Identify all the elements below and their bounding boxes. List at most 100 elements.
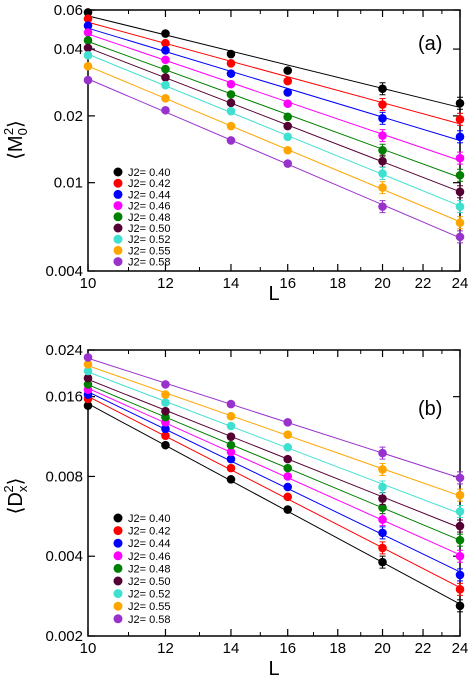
panel-a-lines xyxy=(87,15,461,239)
panel-a-data-point-8 xyxy=(455,232,465,242)
panel-b-legend-marker-6 xyxy=(113,589,123,599)
panel-a-ticks: 10 12 14 16 18 20 22 24 0.004 0.01 0.02 0.04 0.06 xyxy=(45,2,468,292)
panel-a-series-line-1 xyxy=(87,21,461,125)
panel-b-y-tick-label: 0.004 xyxy=(45,548,83,565)
panel-a-data-point-1 xyxy=(455,115,465,124)
panel-b-series-line-7 xyxy=(87,365,461,497)
panel-b-legend-marker-4 xyxy=(113,563,123,573)
panel-a-data-point-4 xyxy=(226,90,236,99)
panel-a-legend-label-6: J2= 0.52 xyxy=(128,234,171,246)
panel-b-data-point-6 xyxy=(226,421,236,431)
panel-b-x-tick-label: 22 xyxy=(415,640,432,657)
panel-b-lines xyxy=(87,357,461,605)
panel-b-data-point-1 xyxy=(161,431,170,440)
panel-a-y-axis-label-sup: 2 xyxy=(1,128,16,135)
panel-b-data-point-8 xyxy=(283,418,293,427)
panel-a-series-line-6 xyxy=(87,53,461,207)
panel-b-data-point-5 xyxy=(83,373,93,383)
panel-a-series-line-0 xyxy=(87,15,461,108)
panel-b-data-point-7 xyxy=(455,490,465,500)
panel-a-x-tick-label: 16 xyxy=(279,275,296,292)
panel-b-data-point-5 xyxy=(455,521,465,531)
panel-b-data-point-2 xyxy=(378,528,387,538)
panel-b-legend-label-3: J2= 0.46 xyxy=(128,551,171,563)
panel-b-series-line-2 xyxy=(87,391,461,573)
panel-b-data-point-7 xyxy=(283,430,293,439)
panel-a-data-point-5 xyxy=(83,43,93,53)
panel-a-y-axis-label: ⟨M02⟩ xyxy=(1,120,30,160)
panel-a-data-point-5 xyxy=(455,187,465,197)
panel-b-x-tick-label: 12 xyxy=(157,640,174,657)
panel-a-series-line-8 xyxy=(87,78,461,239)
panel-b-data-point-0 xyxy=(283,505,293,514)
panel-b-y-tick-label: 0.008 xyxy=(45,468,83,485)
panel-a-series-line-7 xyxy=(87,65,461,223)
panel-b-data-point-8 xyxy=(455,473,465,483)
panel-a-data-point-2 xyxy=(83,21,93,30)
panel-a-legend-marker-7 xyxy=(113,245,123,255)
panel-b-series-line-4 xyxy=(87,384,461,541)
panel-a: 10 12 14 16 18 20 22 24 0.004 0.01 0.02 0.04 0.06 J2… xyxy=(1,2,468,305)
panel-b-legend-label-6: J2= 0.52 xyxy=(128,589,171,601)
panel-b-data-point-4 xyxy=(226,440,236,450)
panel-a-data-point-6 xyxy=(226,106,236,116)
panel-b-data-point-2 xyxy=(161,424,170,434)
panel-a-data-point-6 xyxy=(283,132,293,142)
panel-a-y-tick-label: 0.004 xyxy=(45,263,83,280)
panel-a-data-point-0 xyxy=(283,66,293,75)
panel-b-y-axis-label-close: ⟩ xyxy=(5,478,27,486)
panel-a-legend-marker-4 xyxy=(113,212,123,222)
panel-a-data-point-1 xyxy=(161,38,170,48)
panel-a-y-tick-label: 0.01 xyxy=(54,175,83,192)
panel-a-label: (a) xyxy=(418,33,442,55)
panel-b-data-point-3 xyxy=(455,551,465,561)
panel-b-data-point-4 xyxy=(283,463,293,473)
panel-b-data-point-7 xyxy=(378,465,387,474)
panel-b-legend-label-4: J2= 0.48 xyxy=(128,563,171,575)
panel-b-data-point-1 xyxy=(283,492,293,502)
panel-a-legend-label-7: J2= 0.55 xyxy=(128,245,171,257)
panel-a-y-axis-label-sub: 0 xyxy=(15,128,30,135)
panel-a-data-point-5 xyxy=(161,73,170,82)
panel-b-x-tick-label: 18 xyxy=(329,640,346,657)
panel-a-data-point-7 xyxy=(378,183,387,192)
panel-b-y-axis-label-open: ⟨ xyxy=(5,507,27,515)
panel-b-x-tick-label: 10 xyxy=(80,640,97,657)
panel-a-data-point-6 xyxy=(83,50,93,60)
panel-b-ticks: 10 12 14 16 18 20 22 24 0.002 0.004 0.008 0.016 0.02… xyxy=(45,342,468,657)
panel-a-legend-label-0: J2= 0.40 xyxy=(128,167,171,179)
panel-a-data-point-3 xyxy=(455,153,465,163)
panel-a-data-point-1 xyxy=(226,59,236,68)
panel-a-x-tick-label: 10 xyxy=(80,275,97,292)
panel-b-legend-label-5: J2= 0.50 xyxy=(128,576,171,588)
panel-a-data-point-3 xyxy=(161,55,170,65)
panel-b-data-point-5 xyxy=(283,454,293,464)
panel-a-series-line-4 xyxy=(87,41,461,178)
panel-a-legend-marker-2 xyxy=(113,189,123,199)
panel-b-x-tick-label: 20 xyxy=(374,640,391,657)
panel-a-legend-label-3: J2= 0.46 xyxy=(128,201,171,213)
panel-b-data-point-0 xyxy=(455,601,465,611)
panel-b-legend-label-2: J2= 0.44 xyxy=(128,538,171,550)
panel-a-data-point-2 xyxy=(283,88,293,97)
panel-a-data-point-7 xyxy=(161,94,170,103)
panel-a-series-line-2 xyxy=(87,27,461,141)
panel-a-data-point-3 xyxy=(226,79,236,89)
panel-a-data-point-0 xyxy=(378,84,387,94)
panel-b-series-line-6 xyxy=(87,371,461,515)
panel-b-data-point-8 xyxy=(83,353,93,362)
panel-b-data-point-0 xyxy=(161,440,170,450)
panel-b-data-point-4 xyxy=(83,380,93,389)
panel-b-legend-label-7: J2= 0.55 xyxy=(128,601,171,613)
panel-b-y-axis-label-main: D xyxy=(5,492,27,506)
panel-a-data-point-2 xyxy=(378,114,387,123)
panel-a-data-point-5 xyxy=(378,156,387,166)
panel-b-y-tick-label: 0.016 xyxy=(45,389,83,406)
panel-a-data-point-3 xyxy=(283,99,293,108)
panel-b-data-point-1 xyxy=(378,543,387,553)
panel-a-data-point-4 xyxy=(378,145,387,155)
panel-a-x-tick-label: 14 xyxy=(223,275,240,292)
panel-b-legend-marker-1 xyxy=(113,526,123,536)
panel-b-x-tick-label: 24 xyxy=(452,640,469,657)
